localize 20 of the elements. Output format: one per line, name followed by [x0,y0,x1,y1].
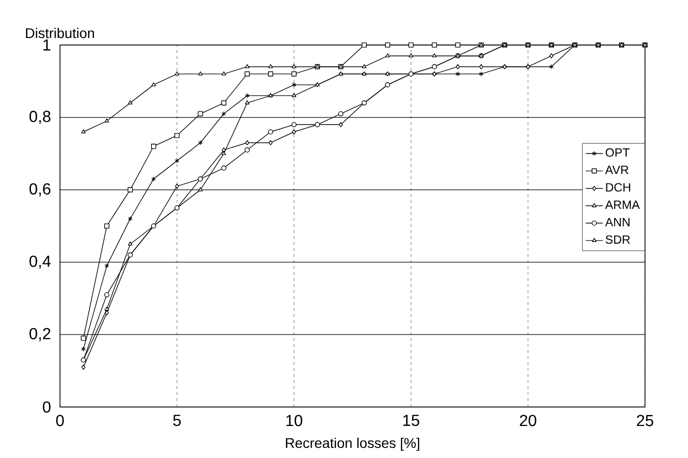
x-tick-label: 0 [56,414,64,426]
y-tick-label: 0,6 [30,183,50,196]
legend-label: ARMA [605,200,640,209]
legend-label: ANN [605,218,630,226]
y-tick-label: 0,8 [30,110,50,124]
x-tick-label: 5 [173,414,181,426]
x-tick-label: 15 [403,414,420,426]
x-tick-label: 25 [636,414,654,426]
legend-label: SDR [606,235,630,244]
y-tick-label: 0,2 [30,328,50,342]
y-tick-label: 0,4 [30,256,51,269]
y-tick-label: 0 [42,401,50,413]
y-tick-label: 1 [43,39,50,50]
legend-label: DCH [606,183,630,192]
x-tick-label: 20 [520,414,536,426]
legend-label: AVR [605,166,628,174]
x-tick-label: 10 [286,414,302,426]
x-axis-title: Recreation losses [%] [286,438,420,451]
legend-label: OPT [606,148,630,157]
y-axis-title: Distribution [26,28,94,38]
